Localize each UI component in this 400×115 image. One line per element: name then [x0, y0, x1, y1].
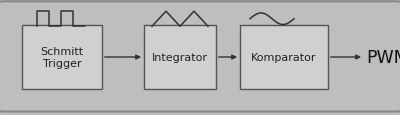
Text: Schmitt
Trigger: Schmitt Trigger [40, 47, 84, 68]
FancyBboxPatch shape [144, 25, 216, 90]
Text: Komparator: Komparator [251, 53, 317, 62]
Text: Integrator: Integrator [152, 53, 208, 62]
FancyBboxPatch shape [22, 25, 102, 90]
FancyBboxPatch shape [0, 2, 400, 112]
FancyBboxPatch shape [240, 25, 328, 90]
Text: PWM: PWM [366, 49, 400, 66]
